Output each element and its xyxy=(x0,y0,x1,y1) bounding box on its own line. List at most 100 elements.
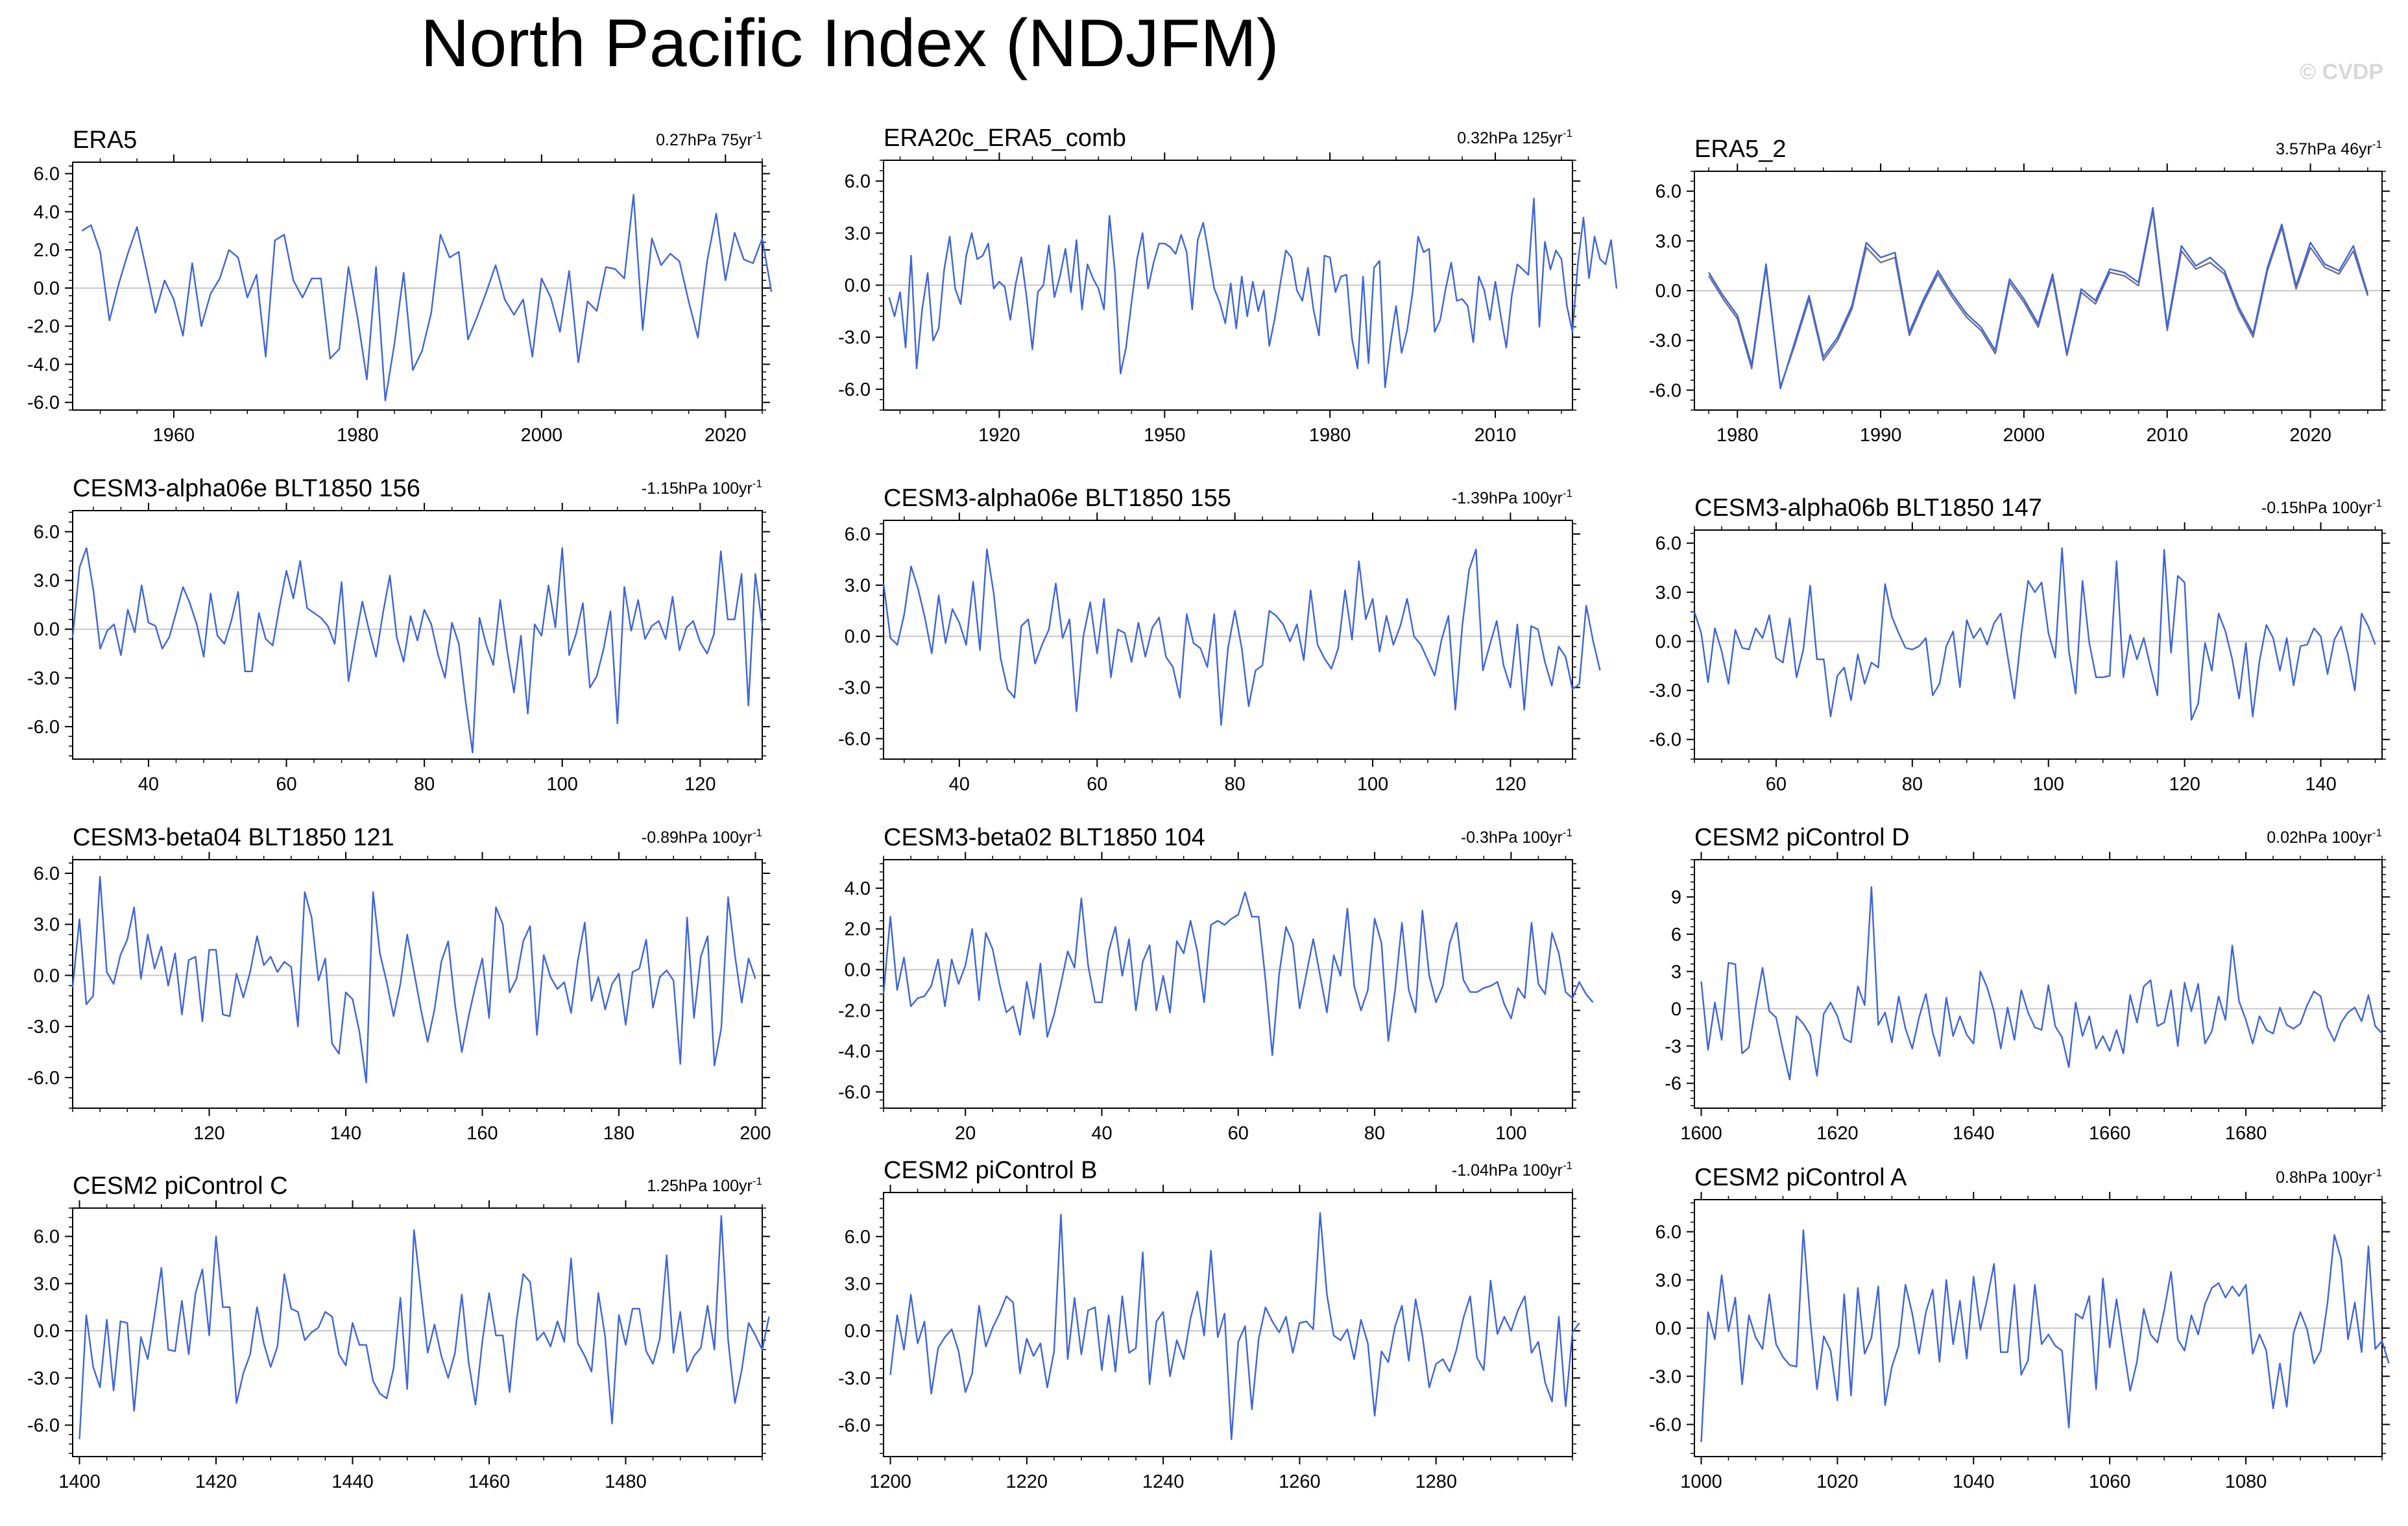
y-tick-label: 0.0 xyxy=(1655,631,1681,652)
chart-panel-11: CESM2 piControl B -1.04hPa 100yr-1 -6.0 -3.… xyxy=(838,1157,1580,1492)
x-tick-label: 100 xyxy=(547,774,578,795)
y-tick-label: -2.0 xyxy=(838,1000,871,1021)
x-tick-label: 120 xyxy=(684,774,716,795)
trend-exponent: -1 xyxy=(752,827,762,839)
panel-trend: -0.3hPa 100yr-1 xyxy=(1461,827,1572,847)
chart-panel-6: CESM3-alpha06b BLT1850 147 -0.15hPa 100yr… xyxy=(1649,494,2390,795)
panel-title: ERA5_2 xyxy=(1694,136,1787,163)
x-tick-label: 1420 xyxy=(195,1472,237,1492)
y-tick-label: 0.0 xyxy=(845,627,871,648)
y-tick-label: -6.0 xyxy=(27,1068,60,1089)
panel-trend: -1.04hPa 100yr-1 xyxy=(1452,1159,1572,1180)
x-tick-label: 1400 xyxy=(58,1472,101,1492)
y-tick-label: 3 xyxy=(1671,962,1681,982)
trend-exponent: -1 xyxy=(752,1175,762,1187)
page-title: North Pacific Index (NDJFM) xyxy=(420,6,1279,81)
y-tick-label: -3.0 xyxy=(1649,1366,1681,1387)
series-line xyxy=(882,548,1601,726)
y-tick-label: -6.0 xyxy=(1649,1415,1681,1436)
y-tick-label: 6.0 xyxy=(34,522,60,543)
series-line xyxy=(888,197,1618,389)
y-tick-label: -6.0 xyxy=(27,717,60,738)
x-tick-label: 1220 xyxy=(1006,1472,1048,1492)
series-line xyxy=(71,547,764,754)
x-tick-label: 2020 xyxy=(2289,425,2331,446)
x-tick-label: 1460 xyxy=(468,1472,511,1492)
x-tick-label: 1980 xyxy=(1716,425,1759,446)
chart-panel-10: CESM2 piControl C 1.25hPa 100yr-1 -6.0 -3.0… xyxy=(27,1172,770,1492)
panel-title: CESM3-alpha06e BLT1850 155 xyxy=(884,485,1231,512)
panel-trend: 0.02hPa 100yr-1 xyxy=(2267,827,2382,847)
x-tick-label: 60 xyxy=(1228,1123,1249,1144)
x-tick-label: 1240 xyxy=(1142,1472,1185,1492)
plot-frame xyxy=(1694,529,2383,760)
x-tick-label: 180 xyxy=(603,1123,634,1144)
plot-frame xyxy=(1694,859,2383,1109)
y-tick-label: 3.0 xyxy=(34,915,60,936)
panel-trend: -1.15hPa 100yr-1 xyxy=(642,478,762,498)
y-tick-label: 6.0 xyxy=(34,1227,60,1248)
y-tick-label: -3.0 xyxy=(27,1017,60,1037)
panel-title: ERA5 xyxy=(73,127,137,154)
y-tick-label: -6.0 xyxy=(838,1416,871,1436)
panel-trend: 0.8hPa 100yr-1 xyxy=(2276,1167,2382,1187)
y-tick-label: 3.0 xyxy=(1655,1270,1681,1291)
x-tick-label: 1920 xyxy=(978,425,1020,446)
panel-title: CESM2 piControl C xyxy=(73,1172,288,1200)
plot-frame xyxy=(883,1192,1573,1457)
y-tick-label: -3.0 xyxy=(1649,681,1681,701)
y-tick-label: 6.0 xyxy=(34,864,60,884)
series-line xyxy=(1708,207,2369,389)
panel-title: CESM2 piControl B xyxy=(884,1157,1097,1184)
x-tick-label: 1960 xyxy=(153,425,195,446)
trend-exponent: -1 xyxy=(2372,497,2382,509)
x-tick-label: 1020 xyxy=(1816,1472,1859,1492)
y-tick-label: -3.0 xyxy=(27,1368,60,1389)
x-tick-label: 1480 xyxy=(605,1472,647,1492)
plot-frame xyxy=(883,859,1573,1109)
y-tick-label: 0.0 xyxy=(845,276,871,297)
x-tick-label: 1000 xyxy=(1680,1472,1722,1492)
y-tick-label: -4.0 xyxy=(838,1041,871,1062)
x-tick-label: 1060 xyxy=(2089,1472,2131,1492)
trend-exponent: -1 xyxy=(1563,827,1572,839)
x-tick-label: 2010 xyxy=(2146,425,2188,446)
panel-trend: 1.25hPa 100yr-1 xyxy=(647,1175,762,1195)
trend-exponent: -1 xyxy=(1563,1159,1572,1172)
series-line xyxy=(78,1215,770,1440)
y-tick-label: 0.0 xyxy=(845,1321,871,1342)
y-tick-label: 0 xyxy=(1671,999,1681,1020)
y-tick-label: 6.0 xyxy=(1655,533,1681,554)
plot-frame xyxy=(72,510,763,760)
x-tick-label: 40 xyxy=(138,774,159,795)
series-line xyxy=(889,1212,1580,1440)
chart-panel-1: ERA5 0.27hPa 75yr-1 -6.0 -4.0 -2.0 0.0 2.0 4.0 6… xyxy=(27,127,773,446)
x-tick-label: 1640 xyxy=(1953,1123,1995,1144)
x-tick-label: 1980 xyxy=(1309,425,1351,446)
x-tick-label: 80 xyxy=(1364,1123,1385,1144)
y-tick-label: 3.0 xyxy=(845,1274,871,1295)
y-tick-label: -6.0 xyxy=(838,380,871,400)
chart-panel-5: CESM3-alpha06e BLT1850 155 -1.39hPa 100yr… xyxy=(838,485,1601,795)
y-tick-label: 6.0 xyxy=(34,164,60,185)
y-tick-label: 6.0 xyxy=(1655,1222,1681,1243)
y-tick-label: 0.0 xyxy=(1655,1318,1681,1339)
plot-frame xyxy=(72,162,763,411)
y-tick-label: -6.0 xyxy=(27,1416,60,1436)
y-tick-label: -3.0 xyxy=(838,1368,871,1389)
panel-title: CESM3-alpha06b BLT1850 147 xyxy=(1694,494,2042,522)
chart-panel-8: CESM3-beta02 BLT1850 104 -0.3hPa 100yr-1-… xyxy=(838,824,1594,1144)
y-tick-label: -6.0 xyxy=(838,729,871,749)
x-tick-label: 1040 xyxy=(1953,1472,1995,1492)
x-tick-label: 120 xyxy=(1495,774,1526,795)
chart-panel-2: ERA20c_ERA5_comb 0.32hPa 125yr-1 -6.0 -3.0 0… xyxy=(838,125,1618,446)
x-tick-label: 2000 xyxy=(2003,425,2045,446)
y-tick-label: 9 xyxy=(1671,887,1681,908)
panel-title: CESM3-beta04 BLT1850 121 xyxy=(73,824,394,851)
y-tick-label: -4.0 xyxy=(27,354,60,375)
panel-title: CESM3-beta02 BLT1850 104 xyxy=(884,824,1205,851)
y-tick-label: 0.0 xyxy=(1655,281,1681,302)
panel-trend: 0.32hPa 125yr-1 xyxy=(1457,127,1572,147)
x-tick-label: 100 xyxy=(2033,774,2064,795)
